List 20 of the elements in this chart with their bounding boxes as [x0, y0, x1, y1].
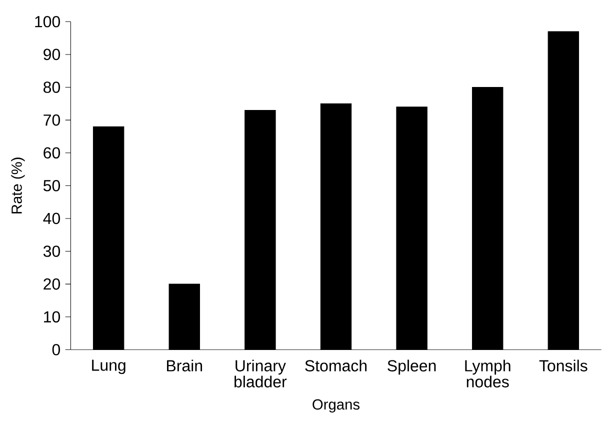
x-tick-label: Tonsils [539, 360, 588, 372]
x-tick-label: Stomach [305, 360, 367, 372]
x-tick-label: Lymph nodes [465, 360, 510, 388]
y-axis-title: Rate (%) [11, 158, 25, 214]
y-tick-label: 60 [44, 147, 60, 159]
y-tick-label: 10 [44, 311, 60, 323]
x-tick-label: Urinary bladder [234, 360, 287, 388]
y-tick-label: 40 [43, 212, 60, 224]
y-tick-label: 100 [35, 16, 60, 28]
y-tick-label: 20 [44, 278, 60, 290]
x-tick-label: Lung [92, 360, 126, 374]
y-tick-label: 80 [44, 82, 60, 93]
y-tick-label: 30 [43, 246, 60, 257]
y-tick-label: 90 [44, 48, 60, 60]
x-tick-label: Spleen [388, 360, 436, 375]
x-axis-title: Organs [312, 399, 360, 413]
x-tick-label: Brain [167, 360, 202, 372]
y-tick-label: 50 [43, 180, 60, 192]
y-tick-label: 70 [44, 114, 60, 126]
y-tick-label: 0 [52, 344, 60, 356]
